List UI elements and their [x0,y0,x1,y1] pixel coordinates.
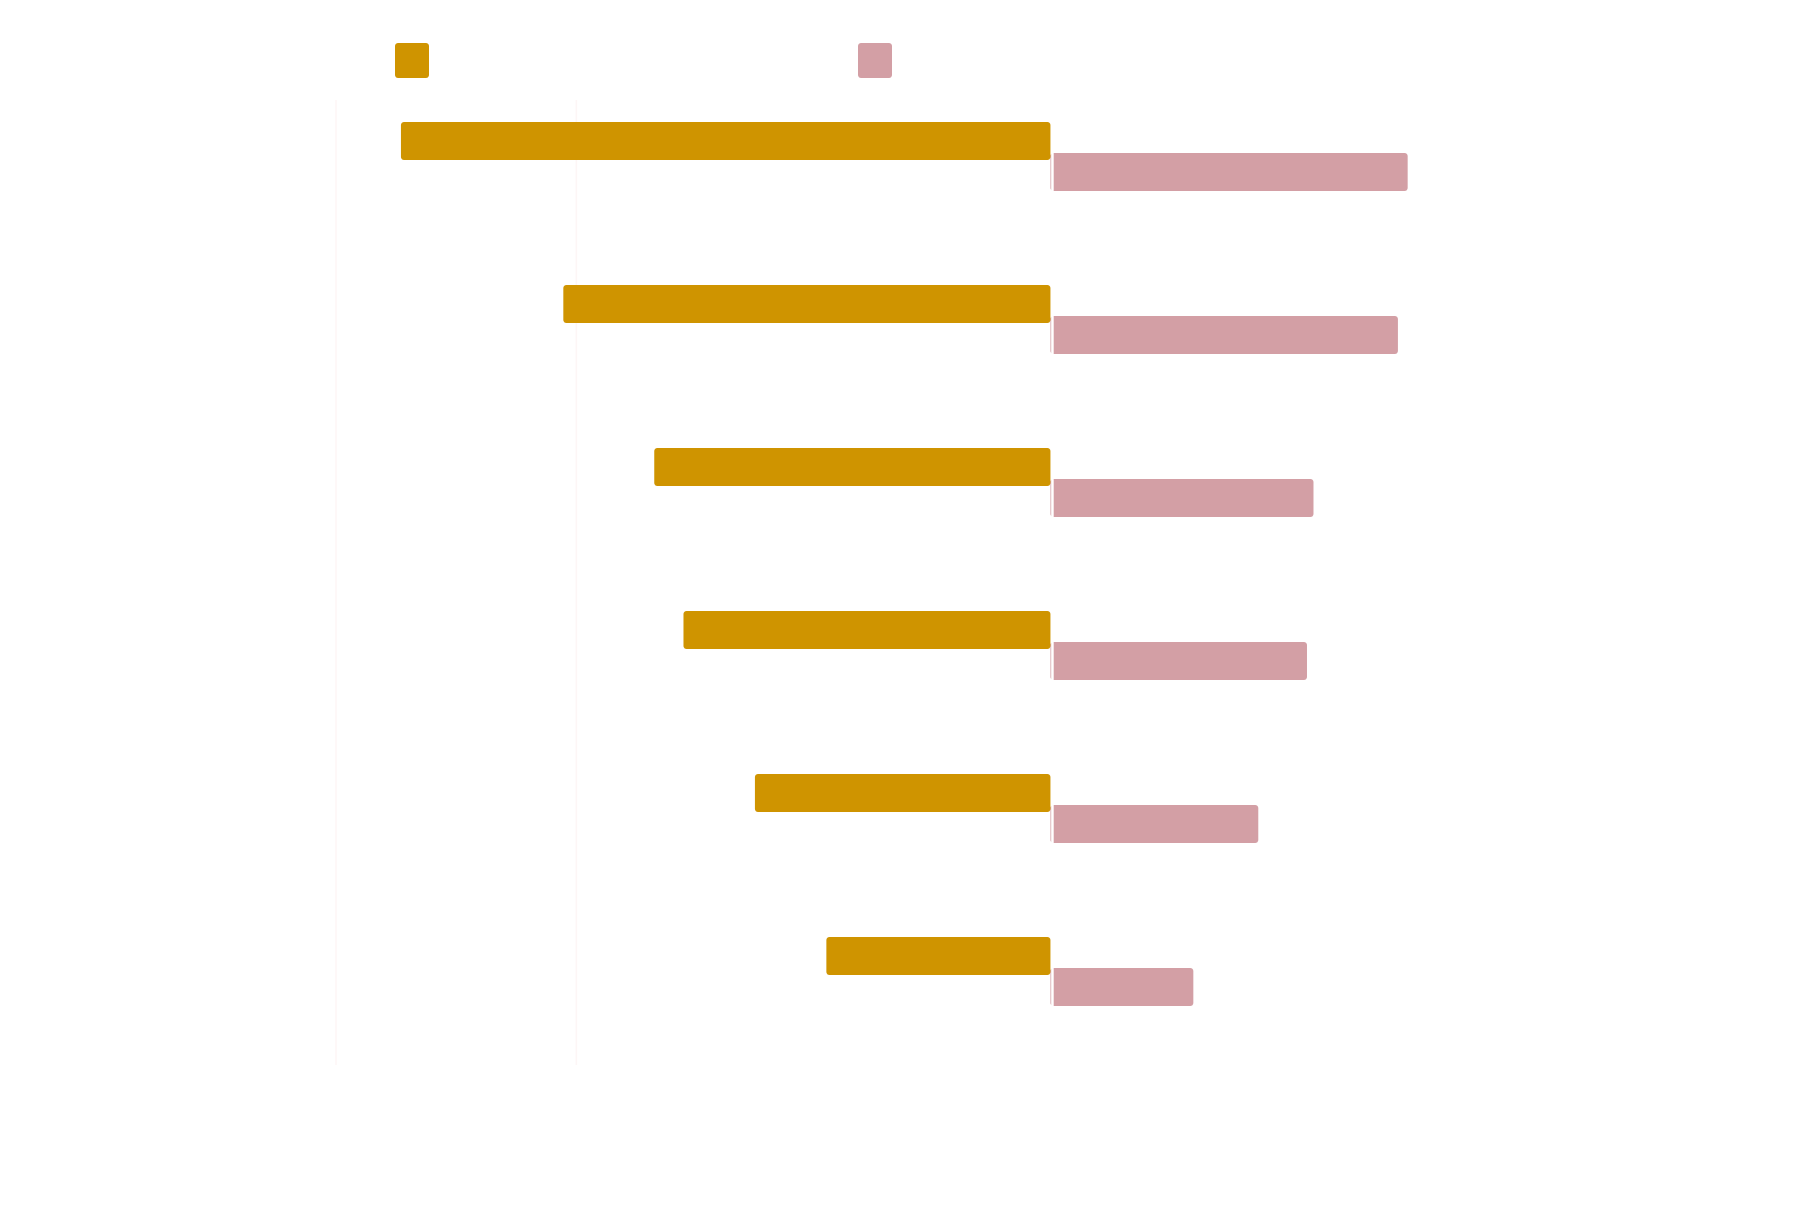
bar-series1-row4 [683,611,1051,649]
bar-series2-row1 [1050,153,1408,191]
bar-series2-row2 [1050,316,1398,354]
legend [395,43,892,78]
grid-layer [335,100,578,1065]
legend-swatch-2 [858,43,892,78]
bar-series1-row3 [654,448,1051,486]
bar-series2-row4 [1050,642,1307,680]
bars-layer [400,122,1408,1006]
bar-series1-row2 [563,285,1051,323]
bar-series1-row5 [754,774,1051,812]
bar-series1-row1 [400,122,1051,160]
bar-series1-row6 [826,937,1051,975]
bar-series2-row3 [1050,479,1314,517]
bar-series2-row5 [1050,805,1259,843]
bar-series2-row6 [1050,968,1194,1006]
legend-swatch-1 [395,43,429,78]
